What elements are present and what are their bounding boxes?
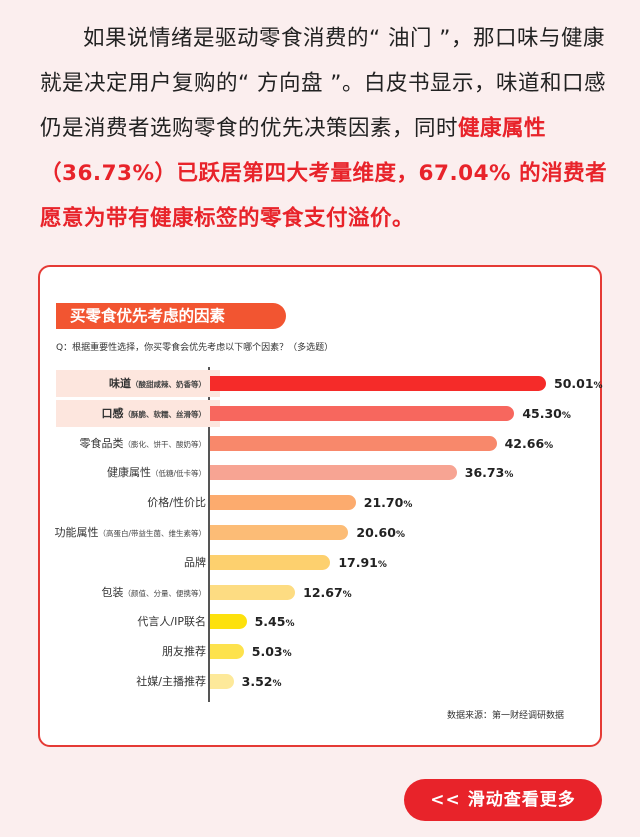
intro-paragraph: 如果说情绪是驱动零食消费的“ 油门 ”，那口味与健康就是决定用户复购的“ 方向盘… [40, 16, 610, 241]
category-name: 健康属性 [106, 466, 151, 480]
data-label: 50.01% [554, 370, 603, 397]
category-name: 品牌 [184, 555, 206, 569]
bar [210, 435, 497, 451]
data-label: 3.52% [242, 668, 282, 695]
data-unit: % [282, 649, 292, 660]
data-value: 45.30 [522, 405, 562, 421]
category-name: 味道 [109, 377, 131, 390]
bar [210, 495, 356, 511]
category-name: 零食品类 [79, 436, 124, 450]
category-label: 包装（颜值、分量、便携等） [102, 579, 207, 606]
category-label: 口感（酥脆、软糯、丝滑等） [102, 400, 207, 427]
data-value: 17.91 [338, 554, 378, 570]
category-label: 健康属性（低糖/低卡等） [107, 459, 206, 486]
chart-title: 买零食优先考虑的因素 [56, 303, 286, 329]
data-value: 3.52 [241, 674, 273, 689]
category-label: 价格/性价比 [147, 489, 206, 516]
category-name: 朋友推荐 [162, 645, 206, 659]
category-note: （高蛋白/带益生菌、维生素等） [98, 529, 206, 538]
data-unit: % [395, 530, 405, 540]
intro-text: 如果说情绪是驱动零食消费的“ 油门 ”，那口味与健康就是决定用户复购的“ 方向盘… [40, 26, 606, 141]
data-unit: % [561, 410, 571, 421]
data-value: 5.45 [254, 614, 286, 630]
category-note: （酸甜咸辣、奶香等） [131, 380, 206, 389]
data-value: 20.60 [356, 525, 396, 540]
data-unit: % [285, 619, 295, 630]
category-name: 代言人/IP联名 [137, 615, 206, 629]
category-note: （酥脆、软糯、丝滑等） [123, 409, 207, 419]
data-unit: % [593, 381, 603, 391]
data-unit: % [272, 679, 282, 689]
data-value: 50.01 [554, 376, 594, 391]
data-source: 数据来源：第一财经调研数据 [446, 711, 564, 721]
data-label: 12.67% [303, 579, 352, 606]
chart-axis-line [208, 367, 210, 702]
category-name: 功能属性 [54, 526, 99, 539]
bar [210, 405, 515, 421]
data-label: 20.60% [356, 519, 405, 546]
data-value: 21.70 [363, 495, 404, 511]
category-label: 功能属性（高蛋白/带益生菌、维生素等） [54, 519, 206, 546]
category-note: （膨化、饼干、酸奶等） [123, 439, 207, 449]
bar [210, 614, 247, 630]
category-name: 口感 [101, 406, 124, 420]
data-label: 36.73% [465, 459, 514, 486]
data-value: 36.73 [464, 465, 505, 481]
intro-highlight-text: 健康属性（36.73%）已跃居第四大考量维度，67.04% 的消费者愿意为带有健… [40, 116, 608, 231]
bar [210, 674, 234, 689]
scroll-more-button[interactable]: << 滑动查看更多 [404, 779, 602, 821]
data-unit: % [342, 589, 352, 600]
bar [210, 376, 546, 391]
bar [210, 525, 349, 540]
data-label: 17.91% [338, 549, 387, 576]
data-label: 42.66% [505, 430, 554, 457]
category-label: 代言人/IP联名 [137, 608, 206, 635]
data-unit: % [403, 500, 413, 511]
chart-card: 买零食优先考虑的因素 Q：根据重要性选择，你买零食会优先考虑以下哪个因素？（多选… [38, 265, 603, 747]
bar [210, 465, 457, 481]
category-note: （低糖/低卡等） [150, 469, 206, 479]
data-value: 5.03 [251, 644, 283, 660]
highlight-band [56, 399, 220, 427]
category-label: 品牌 [184, 549, 206, 576]
data-value: 12.67 [303, 584, 343, 600]
highlight-band [56, 370, 220, 397]
data-label: 21.70% [364, 489, 413, 516]
data-label: 5.03% [252, 638, 292, 665]
category-label: 社媒/主播推荐 [136, 668, 206, 695]
data-unit: % [504, 470, 514, 481]
data-unit: % [377, 559, 387, 570]
category-label: 零食品类（膨化、饼干、酸奶等） [80, 430, 207, 457]
bar [210, 554, 331, 570]
category-label: 味道（酸甜咸辣、奶香等） [109, 370, 206, 397]
survey-question: Q：根据重要性选择，你买零食会优先考虑以下哪个因素？（多选题） [56, 343, 334, 353]
bar [210, 644, 244, 660]
category-note: （颜值、分量、便携等） [123, 588, 207, 598]
category-label: 朋友推荐 [162, 638, 206, 665]
data-label: 45.30% [522, 400, 571, 427]
bar [210, 584, 296, 600]
data-unit: % [544, 440, 554, 451]
category-name: 价格/性价比 [147, 496, 206, 510]
category-name: 包装 [101, 585, 124, 599]
category-name: 社媒/主播推荐 [136, 675, 206, 688]
data-value: 42.66 [504, 435, 545, 451]
data-label: 5.45% [255, 608, 295, 635]
